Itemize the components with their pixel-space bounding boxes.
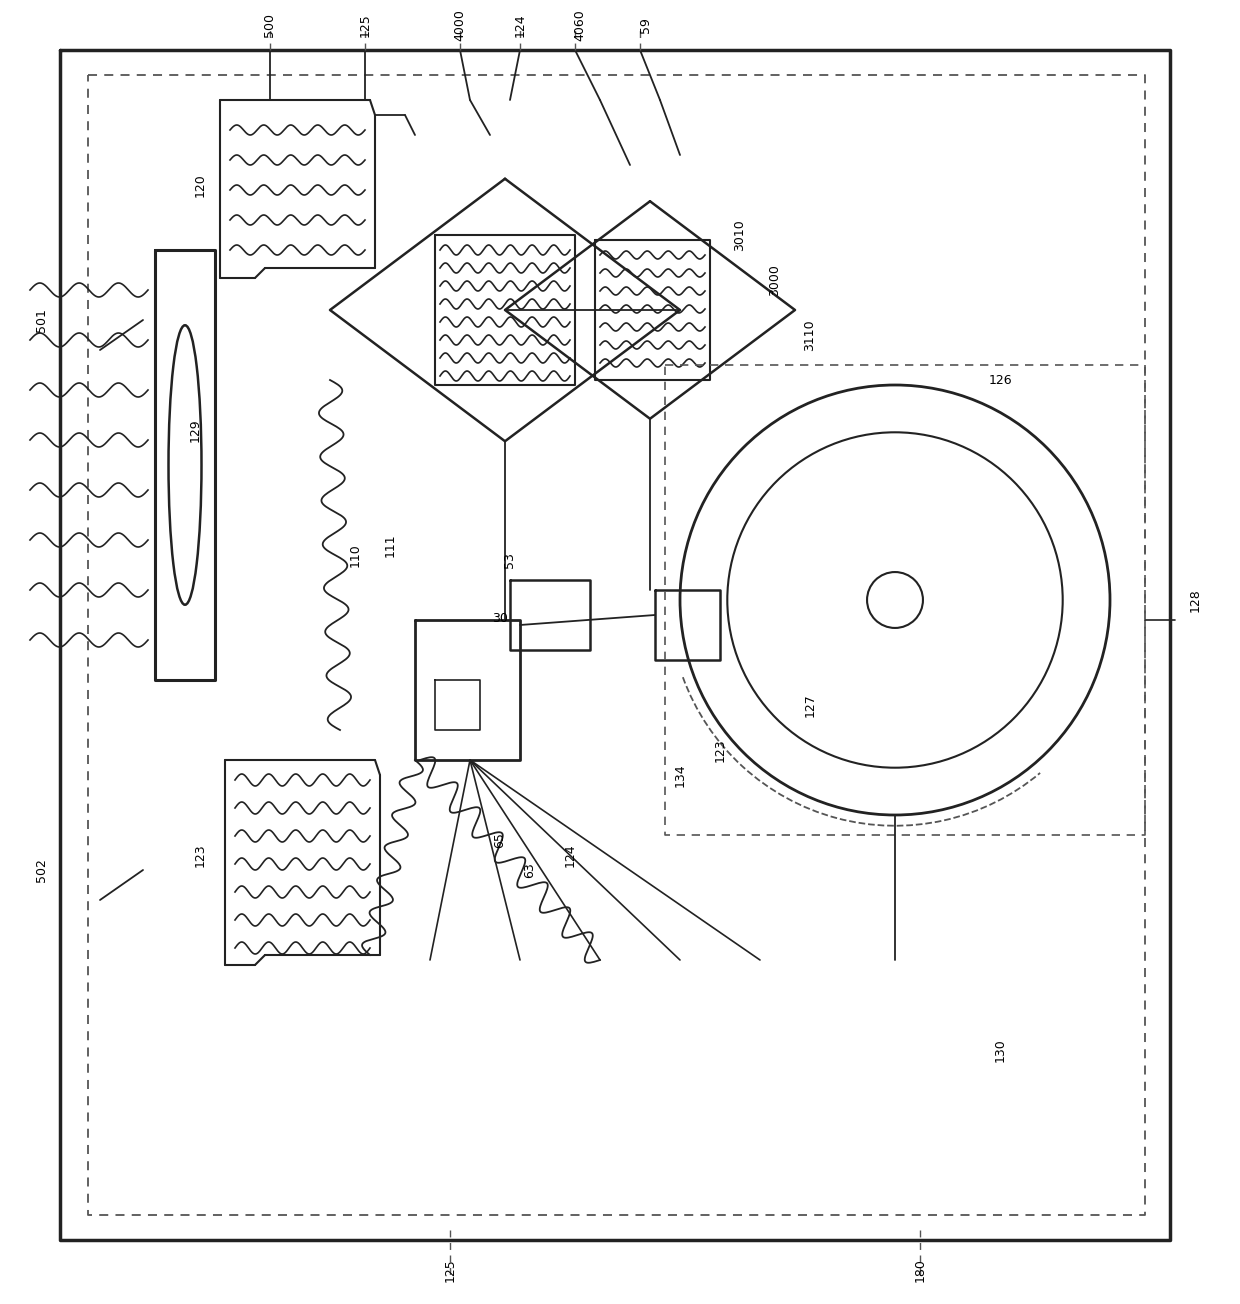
Text: 65: 65	[494, 832, 506, 848]
Text: 3010: 3010	[734, 219, 746, 250]
Text: 4060: 4060	[573, 9, 587, 40]
Text: 110: 110	[348, 544, 362, 567]
Text: 3000: 3000	[769, 265, 781, 296]
Text: 59: 59	[639, 17, 651, 33]
Text: 3110: 3110	[804, 319, 816, 351]
Text: 500: 500	[263, 13, 277, 37]
Text: 63: 63	[523, 862, 537, 878]
Text: 125: 125	[444, 1258, 456, 1282]
Text: 120: 120	[193, 173, 207, 197]
Text: 502: 502	[36, 858, 48, 882]
Text: 123: 123	[193, 844, 207, 867]
Text: 127: 127	[804, 694, 816, 717]
Text: 111: 111	[383, 533, 397, 557]
Text: 124: 124	[513, 13, 527, 37]
Text: 180: 180	[914, 1258, 926, 1282]
Text: 124: 124	[563, 844, 577, 867]
Text: 130: 130	[993, 1038, 1007, 1061]
Text: 128: 128	[1188, 588, 1202, 612]
Text: 4000: 4000	[454, 9, 466, 40]
Text: 30: 30	[492, 612, 508, 625]
Text: 134: 134	[673, 763, 687, 786]
Text: 125: 125	[358, 13, 372, 37]
Text: 126: 126	[988, 373, 1012, 386]
Text: 123: 123	[713, 738, 727, 762]
Text: 53: 53	[503, 552, 517, 569]
Text: 129: 129	[188, 419, 201, 442]
Text: 501: 501	[36, 308, 48, 333]
